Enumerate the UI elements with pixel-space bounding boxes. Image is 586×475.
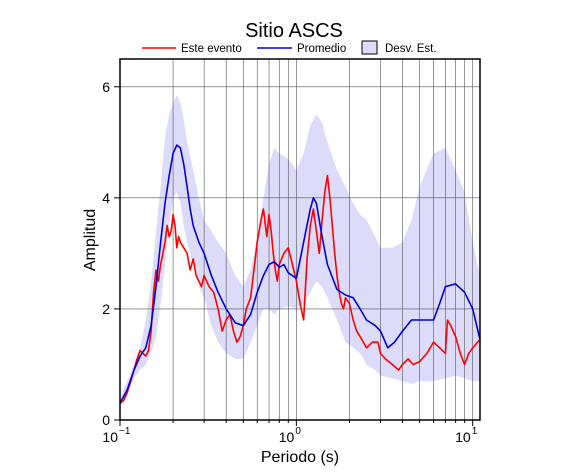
y-tick-label: 0 [102, 412, 110, 428]
x-axis-label: Periodo (s) [261, 449, 339, 466]
legend-label-promedio: Promedio [297, 43, 346, 55]
x-tick-label-exponent: −1 [119, 426, 131, 437]
legend-label-este-evento: Este evento [181, 43, 242, 55]
legend-item-desv-est: Desv. Est. [361, 40, 437, 55]
plot-frame [119, 58, 481, 421]
y-tick-label: 2 [102, 301, 110, 317]
legend-item-promedio: Promedio [257, 43, 346, 55]
legend-label-desv-est: Desv. Est. [385, 43, 437, 55]
legend: Este evento Promedio Desv. Est. [142, 40, 437, 55]
x-tick-label: 10 [102, 429, 118, 445]
x-tick-label-exponent: 0 [295, 426, 301, 437]
x-tick-label: 10 [455, 429, 471, 445]
y-tick-label: 6 [102, 79, 110, 95]
series-line-promedio [119, 144, 481, 404]
chart-title: Sitio ASCS [245, 20, 343, 42]
std-dev-band [120, 95, 480, 407]
legend-swatch-desv-est [361, 40, 378, 55]
x-tick-label-exponent: 1 [472, 426, 478, 437]
y-tick-label: 4 [102, 190, 110, 206]
legend-item-este-evento: Este evento [142, 43, 242, 55]
x-tick-label: 10 [279, 429, 295, 445]
y-axis-label: Amplitud [82, 209, 99, 271]
